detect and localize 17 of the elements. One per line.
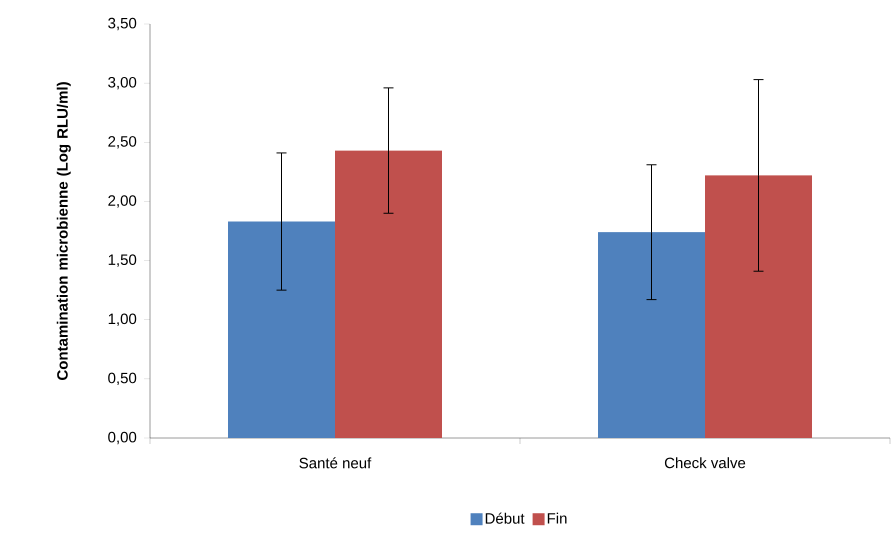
bar — [228, 222, 336, 438]
legend-label: Fin — [548, 512, 566, 524]
y-tick-label: 2,00 — [108, 195, 136, 208]
x-tick-label: Santé neuf — [299, 457, 372, 468]
y-tick-label: 1,50 — [108, 254, 136, 267]
legend-label: Début — [486, 512, 524, 524]
y-tick-label: 1,00 — [108, 314, 136, 326]
y-axis-title: Contamination microbienne (Log RLU/ml) — [56, 82, 71, 380]
bar — [705, 175, 812, 438]
x-tick-label: Check valve — [664, 457, 746, 468]
bar — [335, 150, 442, 438]
y-tick-label: 3,00 — [108, 76, 136, 90]
y-tick-label: 3,50 — [108, 18, 136, 30]
y-tick-label: 2,50 — [108, 136, 136, 148]
bar — [598, 232, 706, 438]
y-tick-label: 0,50 — [108, 372, 136, 386]
y-tick-label: 0,00 — [108, 432, 136, 444]
